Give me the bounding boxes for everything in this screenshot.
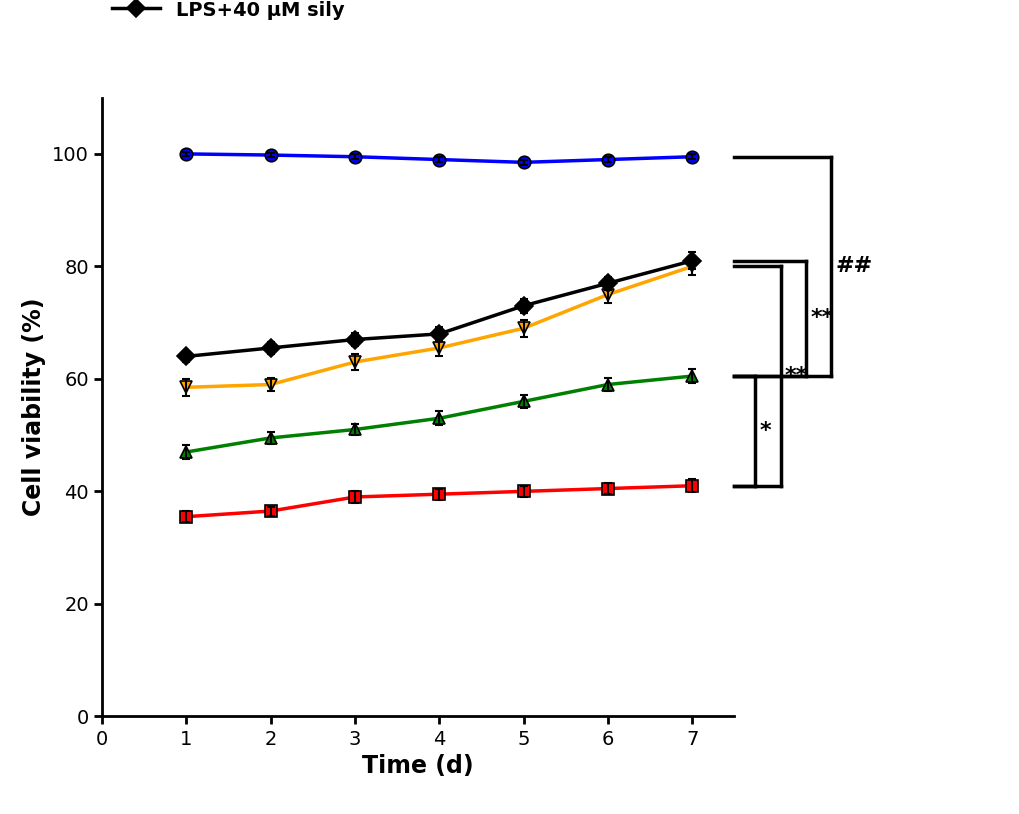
Control xyxy=(433,155,445,164)
Line: LPS+10 μM syr+cos: LPS+10 μM syr+cos xyxy=(180,370,698,458)
X-axis label: Time (d): Time (d) xyxy=(362,754,474,778)
LPS+40 μM sily xyxy=(517,301,529,311)
Control xyxy=(180,149,193,159)
LPS+40 μM sily xyxy=(180,352,193,361)
LPS+40 μM syr+cos xyxy=(264,379,276,389)
Line: LPS: LPS xyxy=(180,479,698,523)
LPS+40 μM sily xyxy=(433,329,445,339)
Control xyxy=(517,157,529,167)
LPS xyxy=(348,492,361,502)
Y-axis label: Cell viability (%): Cell viability (%) xyxy=(22,298,46,516)
Line: Control: Control xyxy=(180,147,698,168)
Text: **: ** xyxy=(809,309,833,328)
Control xyxy=(601,155,613,164)
Control xyxy=(348,152,361,162)
Text: ##: ## xyxy=(835,256,872,277)
LPS xyxy=(517,487,529,497)
Line: LPS+40 μM sily: LPS+40 μM sily xyxy=(180,255,698,362)
LPS+40 μM syr+cos xyxy=(180,383,193,392)
Control xyxy=(264,150,276,160)
LPS xyxy=(433,489,445,499)
LPS+10 μM syr+cos xyxy=(180,447,193,457)
LPS+40 μM sily xyxy=(264,343,276,352)
LPS+40 μM sily xyxy=(348,335,361,344)
LPS+10 μM syr+cos xyxy=(686,371,698,381)
LPS xyxy=(180,512,193,522)
LPS+10 μM syr+cos xyxy=(601,379,613,389)
LPS xyxy=(264,506,276,516)
Legend: Control, LPS, LPS+10 μM syr+cos, LPS+40 μM syr+cos, LPS+40 μM sily: Control, LPS, LPS+10 μM syr+cos, LPS+40 … xyxy=(112,0,393,20)
LPS+40 μM syr+cos xyxy=(601,290,613,300)
Text: **: ** xyxy=(785,366,807,386)
LPS xyxy=(686,481,698,491)
LPS+10 μM syr+cos xyxy=(433,414,445,423)
Text: *: * xyxy=(759,421,770,441)
Control xyxy=(686,152,698,162)
LPS+40 μM syr+cos xyxy=(686,261,698,271)
LPS+40 μM syr+cos xyxy=(433,343,445,352)
LPS xyxy=(601,484,613,493)
Line: LPS+40 μM syr+cos: LPS+40 μM syr+cos xyxy=(180,260,698,393)
LPS+40 μM sily xyxy=(601,278,613,288)
LPS+10 μM syr+cos xyxy=(517,396,529,406)
LPS+40 μM syr+cos xyxy=(348,357,361,367)
LPS+10 μM syr+cos xyxy=(348,425,361,435)
LPS+10 μM syr+cos xyxy=(264,433,276,443)
LPS+40 μM sily xyxy=(686,256,698,265)
LPS+40 μM syr+cos xyxy=(517,323,529,333)
